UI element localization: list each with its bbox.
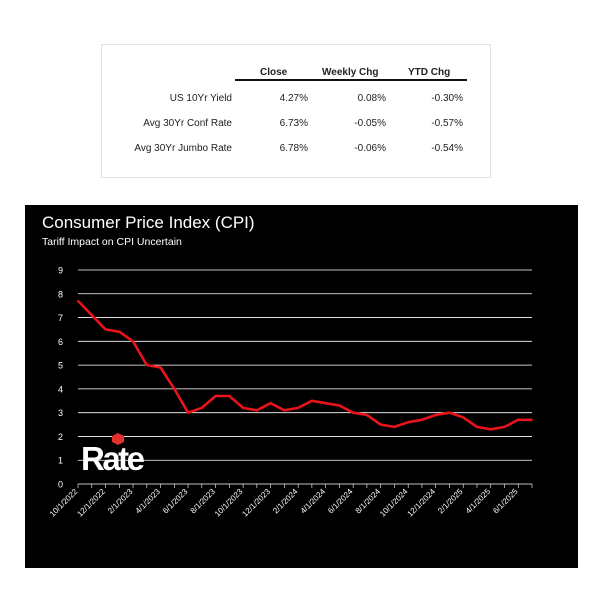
x-tick-label: 6/1/2025 <box>491 487 520 516</box>
cpi-data-point <box>283 409 286 412</box>
cpi-data-point <box>145 364 148 367</box>
cpi-data-point <box>269 402 272 405</box>
column-header-weekly-chg: Weekly Chg <box>322 67 379 78</box>
close-value: 6.78% <box>279 143 308 154</box>
y-tick-label: 9 <box>58 266 63 276</box>
x-tick-label: 12/1/2022 <box>75 487 107 519</box>
x-tick-label: 4/1/2025 <box>464 487 493 516</box>
cpi-data-point <box>77 300 79 302</box>
chart-subtitle: Tariff Impact on CPI Uncertain <box>42 236 182 248</box>
x-tick-label: 6/1/2024 <box>326 487 355 516</box>
x-tick-label: 12/1/2024 <box>406 487 438 519</box>
cpi-data-point <box>352 411 355 414</box>
x-tick-label: 10/1/2023 <box>213 487 245 519</box>
cpi-data-point <box>393 426 396 428</box>
cpi-data-point <box>310 399 313 402</box>
y-tick-label: 1 <box>58 456 63 466</box>
rates-table: Close Weekly Chg YTD Chg US 10Yr Yield 4… <box>101 44 491 178</box>
header-rule <box>235 79 467 81</box>
cpi-data-point <box>159 366 162 369</box>
logo-hexagon-icon <box>112 433 124 445</box>
close-value: 4.27% <box>279 93 308 104</box>
x-tick-label: 12/1/2023 <box>240 487 272 519</box>
y-tick-label: 3 <box>58 408 63 418</box>
row-label: US 10Yr Yield <box>169 93 232 104</box>
y-tick-label: 8 <box>58 289 63 299</box>
cpi-data-point <box>187 411 189 414</box>
cpi-data-point <box>118 330 121 333</box>
x-tick-label: 4/1/2023 <box>134 487 163 516</box>
cpi-data-point <box>297 407 300 409</box>
cpi-data-point <box>476 426 478 428</box>
cpi-data-point <box>173 387 176 390</box>
cpi-data-point <box>379 423 382 426</box>
logo-text: Rate <box>81 440 145 473</box>
rate-logo: Rate <box>81 433 147 473</box>
x-tick-label: 2/1/2023 <box>106 487 135 516</box>
close-value: 6.73% <box>279 118 308 129</box>
cpi-data-point <box>104 328 107 331</box>
cpi-data-point <box>228 395 231 397</box>
y-tick-label: 5 <box>58 361 63 371</box>
cpi-data-point <box>448 411 451 414</box>
ytd-chg-value: -0.54% <box>431 143 463 154</box>
row-label: Avg 30Yr Jumbo Rate <box>134 143 232 154</box>
x-tick-label: 10/1/2022 <box>48 487 80 519</box>
ytd-chg-value: -0.57% <box>431 118 463 129</box>
y-tick-label: 7 <box>58 313 63 323</box>
cpi-data-point <box>366 414 368 416</box>
weekly-chg-value: -0.05% <box>354 118 386 129</box>
cpi-data-point <box>434 414 437 416</box>
cpi-series-line <box>77 299 532 431</box>
cpi-data-point <box>462 416 465 419</box>
cpi-data-point <box>517 418 520 421</box>
cpi-chart: Consumer Price Index (CPI) Tariff Impact… <box>25 205 578 568</box>
y-tick-label: 6 <box>58 337 63 347</box>
weekly-chg-value: 0.08% <box>357 93 386 104</box>
cpi-data-point <box>200 407 203 409</box>
cpi-data-point <box>324 402 327 405</box>
x-tick-label: 2/1/2024 <box>271 487 300 516</box>
y-tick-label: 4 <box>58 384 63 394</box>
cpi-data-point <box>489 428 492 431</box>
chart-title: Consumer Price Index (CPI) <box>42 213 255 232</box>
cpi-data-point <box>338 404 341 407</box>
x-tick-label: 4/1/2024 <box>299 487 328 516</box>
column-header-close: Close <box>260 67 288 78</box>
rates-table-body: Close Weekly Chg YTD Chg US 10Yr Yield 4… <box>102 45 490 177</box>
x-tick-label: 2/1/2025 <box>436 487 465 516</box>
cpi-data-point <box>407 421 410 424</box>
weekly-chg-value: -0.06% <box>354 143 386 154</box>
cpi-data-point <box>255 409 258 412</box>
column-header-ytd-chg: YTD Chg <box>408 67 451 78</box>
ytd-chg-value: -0.30% <box>431 93 463 104</box>
cpi-data-point <box>242 407 244 409</box>
cpi-data-point <box>90 314 93 317</box>
cpi-data-point <box>531 418 533 421</box>
y-tick-label: 2 <box>58 432 63 442</box>
row-label: Avg 30Yr Conf Rate <box>143 118 232 129</box>
cpi-data-point <box>214 395 217 397</box>
cpi-data-point <box>132 340 134 343</box>
y-tick-label: 0 <box>58 480 63 490</box>
x-tick-label: 6/1/2023 <box>161 487 190 516</box>
x-tick-label: 10/1/2024 <box>378 487 410 519</box>
cpi-data-point <box>503 426 506 428</box>
cpi-data-point <box>421 418 423 421</box>
